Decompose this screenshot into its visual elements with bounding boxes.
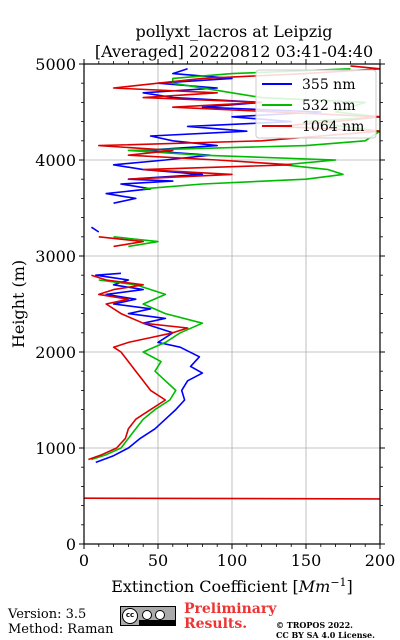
y-axis-label: Height (m) — [9, 260, 28, 348]
series-line-355-nm — [90, 68, 322, 464]
legend-label: 1064 nm — [302, 119, 364, 135]
preliminary-line1: Preliminary — [184, 601, 277, 617]
x-axis-label: Extinction Coefficient [Mm−1] — [111, 576, 353, 596]
series-line-1064-nm — [84, 65, 380, 500]
preliminary-note: Preliminary Results. — [184, 602, 284, 632]
legend-label: 532 nm — [302, 98, 355, 114]
legend: 355 nm 532 nm 1064 nm — [255, 69, 377, 139]
y-tick-label: 3000 — [35, 247, 76, 266]
legend-label: 355 nm — [302, 77, 355, 93]
x-tick-labels: 0 50 100 150 200 — [79, 551, 395, 570]
copyright-line2: CC BY SA 4.0 License. — [276, 630, 375, 640]
chart-title-line2: [Averaged] 20220812 03:41-04:40 — [94, 42, 374, 61]
copyright-line1: © TROPOS 2022. — [276, 620, 353, 630]
y-tick-label: 1000 — [35, 439, 76, 458]
cc-license-icon: cc — [120, 606, 176, 626]
legend-box — [255, 69, 377, 139]
by-icon — [142, 610, 152, 620]
x-tick-label: 100 — [217, 551, 248, 570]
axis-ticks — [79, 59, 385, 549]
y-tick-label: 0 — [66, 535, 76, 554]
x-tick-label: 0 — [79, 551, 89, 570]
x-tick-label: 200 — [365, 551, 396, 570]
chart-title-line1: pollyxt_lacros at Leipzig — [135, 22, 333, 41]
y-tick-label: 4000 — [35, 151, 76, 170]
y-tick-label: 2000 — [35, 343, 76, 362]
copyright-note: © TROPOS 2022. CC BY SA 4.0 License. — [276, 620, 396, 640]
method-text: Method: Raman — [8, 622, 114, 637]
license-strip — [139, 620, 175, 625]
sa-icon — [155, 610, 165, 620]
y-tick-labels: 0 1000 2000 3000 4000 5000 — [35, 55, 76, 554]
preliminary-line2: Results. — [184, 616, 248, 632]
cc-icon: cc — [122, 608, 138, 624]
y-tick-label: 5000 — [35, 55, 76, 74]
version-text: Version: 3.5 — [8, 607, 87, 622]
x-tick-label: 50 — [148, 551, 168, 570]
x-tick-label: 150 — [291, 551, 322, 570]
